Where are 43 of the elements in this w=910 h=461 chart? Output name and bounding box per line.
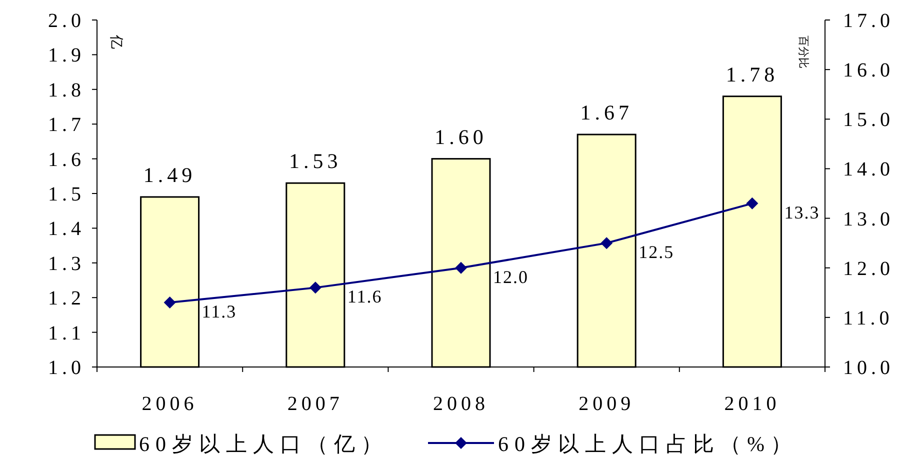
y-tick-label: 1.7 [48,114,85,136]
y2-tick-label: 17.0 [843,10,894,32]
data-label: 11.6 [347,286,382,307]
point [746,197,758,210]
y-tick-label: 1.9 [48,44,85,67]
point [455,262,467,274]
data-label: 1.78 [726,62,779,86]
data-label: 1.67 [580,100,633,125]
y2-tick-label: 14.0 [843,158,894,181]
y-tick-label: 2.0 [48,10,85,32]
x-tick-label: 2006 [142,393,198,415]
data-label: 13.3 [784,202,820,222]
y-tick-label: 1.4 [48,218,85,240]
x-tick-label: 2009 [578,393,635,415]
y2-tick-label: 12.0 [843,258,894,280]
point [164,296,176,309]
y-tick-label: 1.6 [48,148,85,171]
y2-axis-title: 百分比 [797,36,810,68]
y-tick-label: 1.5 [48,184,85,206]
point [600,237,613,250]
y-tick-label: 1.1 [48,322,85,344]
point [309,282,322,294]
data-label: 12.0 [493,266,528,287]
x-tick-label: 2007 [287,393,344,415]
data-label: 11.3 [202,302,237,322]
legend-label: 60岁以上人口（亿） [139,432,388,456]
legend-label: 60岁以上人口占比（%） [498,432,798,456]
x-tick-label: 2008 [433,393,489,415]
y2-tick-label: 15.0 [843,109,894,132]
y-tick-label: 1.8 [48,79,85,102]
data-label: 1.60 [434,124,488,149]
y2-tick-label: 13.0 [843,208,894,230]
y-tick-label: 1.3 [48,252,85,275]
y2-tick-label: 10.0 [843,357,894,379]
y2-tick-label: 11.0 [843,307,894,330]
y2-tick-label: 16.0 [843,60,894,82]
y-tick-label: 1.2 [48,288,85,310]
data-label: 12.5 [638,242,674,262]
y-axis-title: 亿 [108,34,124,49]
y-tick-label: 1.0 [48,357,85,379]
data-label: 1.49 [143,162,196,187]
data-label: 1.53 [289,149,342,174]
x-tick-label: 2010 [724,393,780,415]
